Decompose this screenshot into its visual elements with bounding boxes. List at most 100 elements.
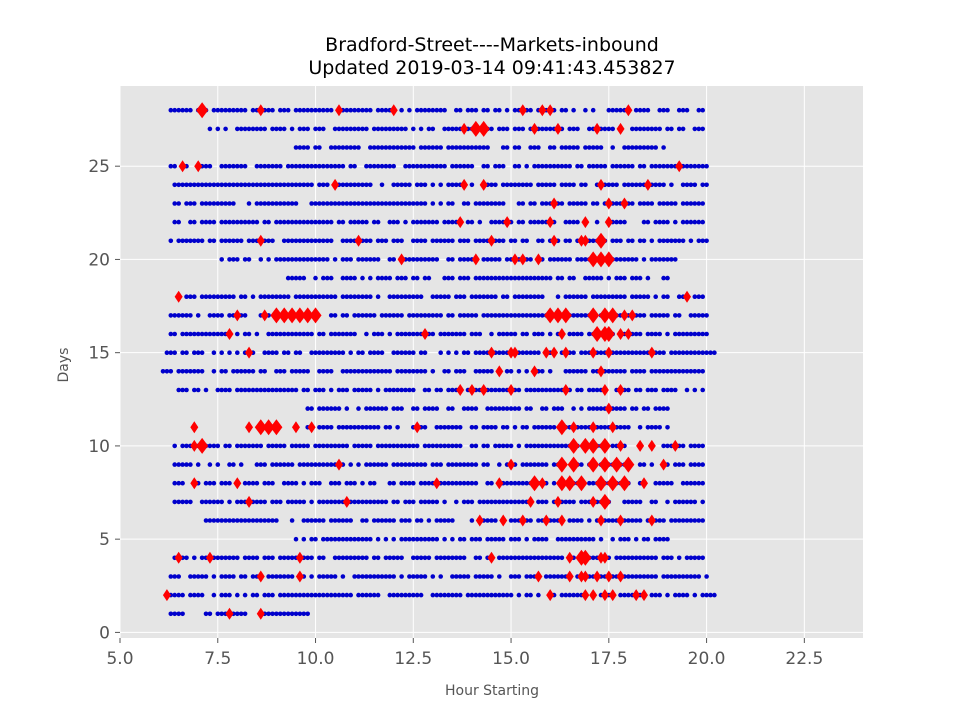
normal-point xyxy=(266,163,271,169)
normal-point xyxy=(344,145,350,150)
normal-point xyxy=(590,387,596,393)
normal-point xyxy=(692,592,698,598)
normal-point xyxy=(653,425,658,430)
normal-point xyxy=(622,536,627,542)
normal-point xyxy=(422,555,428,561)
normal-point xyxy=(368,499,373,505)
normal-point xyxy=(293,107,299,113)
normal-point xyxy=(180,182,185,188)
highlight-point xyxy=(354,234,363,247)
normal-point xyxy=(700,313,705,318)
normal-point xyxy=(352,536,357,542)
normal-point xyxy=(274,126,279,132)
normal-point xyxy=(438,555,444,561)
normal-point xyxy=(219,480,224,486)
normal-point xyxy=(301,536,307,542)
normal-point xyxy=(211,294,217,300)
normal-point xyxy=(489,406,494,411)
normal-point xyxy=(180,331,185,337)
normal-point xyxy=(352,555,357,561)
normal-point xyxy=(223,238,228,244)
normal-point xyxy=(567,257,572,262)
normal-point xyxy=(700,518,705,523)
normal-point xyxy=(454,145,459,150)
normal-point xyxy=(383,107,389,113)
normal-point xyxy=(332,350,338,356)
highlight-point xyxy=(620,197,629,210)
normal-point xyxy=(250,387,256,393)
normal-point xyxy=(270,518,275,523)
normal-point xyxy=(536,275,541,281)
normal-point xyxy=(321,126,326,132)
highlight-point xyxy=(636,439,645,452)
normal-point xyxy=(403,145,408,150)
normal-point xyxy=(352,201,357,206)
normal-point xyxy=(321,592,326,598)
normal-point xyxy=(231,555,236,561)
normal-point xyxy=(645,331,651,337)
normal-point xyxy=(238,574,244,579)
normal-point xyxy=(371,257,377,262)
highlight-point xyxy=(270,307,283,324)
normal-point xyxy=(516,536,522,542)
normal-point xyxy=(465,499,471,505)
normal-point xyxy=(262,462,268,467)
normal-point xyxy=(524,313,529,318)
normal-point xyxy=(673,499,678,505)
normal-point xyxy=(278,443,283,449)
normal-point xyxy=(446,518,451,523)
normal-point xyxy=(500,163,506,169)
normal-point xyxy=(278,107,283,113)
normal-point xyxy=(543,555,549,561)
normal-point xyxy=(293,387,299,393)
normal-point xyxy=(590,201,596,206)
highlight-point xyxy=(647,346,656,359)
normal-point xyxy=(188,238,193,244)
normal-point xyxy=(567,275,572,281)
normal-point xyxy=(708,592,713,598)
normal-point xyxy=(684,331,690,337)
normal-point xyxy=(270,443,275,449)
normal-point xyxy=(270,480,275,486)
normal-point xyxy=(231,219,236,225)
normal-point xyxy=(450,201,455,206)
normal-point xyxy=(297,238,303,244)
normal-point xyxy=(250,238,256,244)
normal-point xyxy=(665,219,670,225)
normal-point xyxy=(231,462,236,467)
normal-point xyxy=(489,182,494,188)
normal-point xyxy=(442,425,447,430)
normal-point xyxy=(587,275,592,281)
highlight-point xyxy=(587,456,600,473)
normal-point xyxy=(344,126,350,132)
normal-point xyxy=(516,499,522,505)
normal-point xyxy=(336,350,342,356)
normal-point xyxy=(238,126,244,132)
normal-point xyxy=(524,163,529,169)
normal-point xyxy=(403,592,408,598)
normal-point xyxy=(418,313,424,318)
normal-point xyxy=(199,238,205,244)
normal-point xyxy=(696,480,702,486)
normal-point xyxy=(610,294,615,300)
normal-point xyxy=(238,294,244,300)
normal-point xyxy=(297,592,303,598)
normal-point xyxy=(227,238,232,244)
normal-point xyxy=(516,406,522,411)
normal-point xyxy=(551,480,557,486)
normal-point xyxy=(281,611,287,617)
normal-point xyxy=(266,443,271,449)
normal-point xyxy=(278,574,283,579)
normal-point xyxy=(630,294,635,300)
normal-point xyxy=(317,574,322,579)
normal-point xyxy=(520,313,526,318)
normal-point xyxy=(614,107,619,113)
normal-point xyxy=(309,592,314,598)
highlight-points xyxy=(162,102,692,620)
normal-point xyxy=(524,574,529,579)
normal-point xyxy=(610,369,615,374)
normal-point xyxy=(387,163,393,169)
normal-point xyxy=(485,536,490,542)
normal-point xyxy=(293,611,299,617)
normal-point xyxy=(313,294,318,300)
